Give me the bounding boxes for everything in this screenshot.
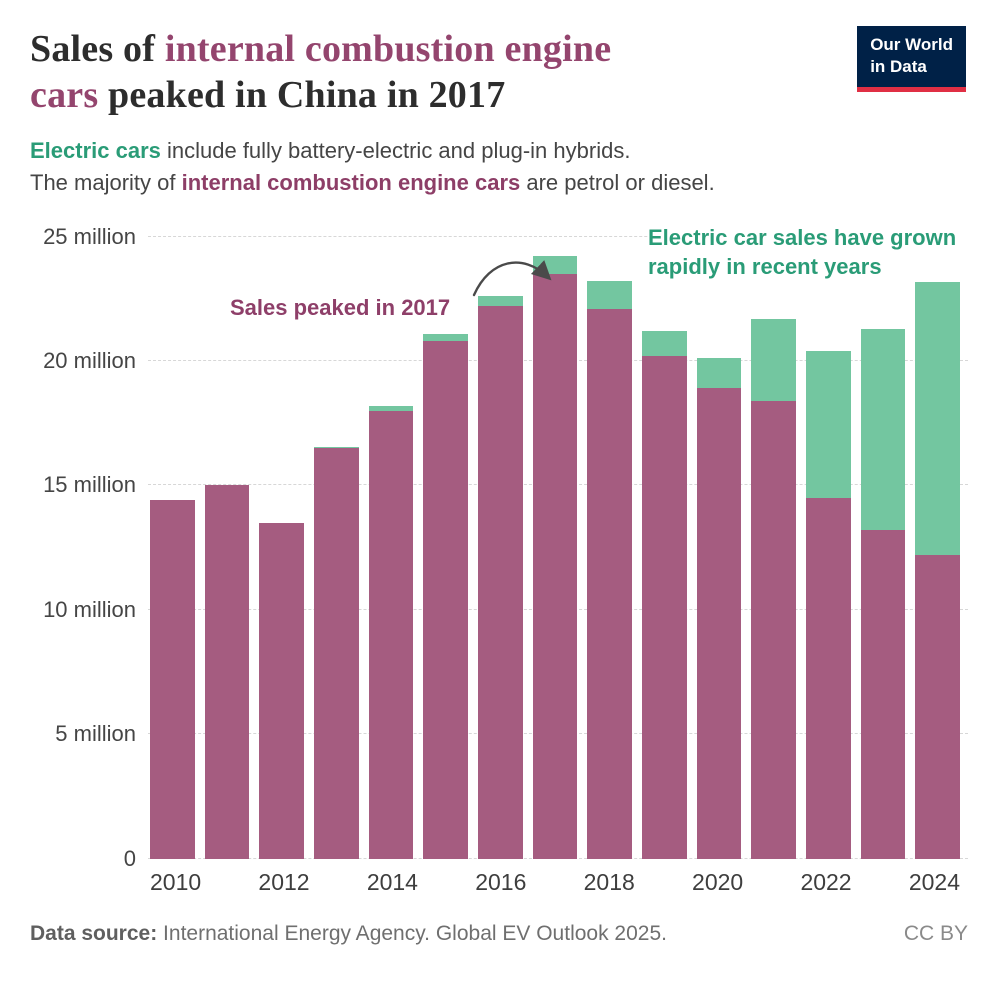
bar-2024[interactable]	[915, 237, 961, 859]
data-source-label: Data source:	[30, 921, 158, 945]
bar-2021[interactable]	[751, 237, 797, 859]
ice-segment	[204, 485, 250, 859]
bar-2011[interactable]	[204, 237, 250, 859]
chart-subtitle: Electric cars include fully battery-elec…	[30, 135, 850, 199]
ice-segment	[423, 341, 469, 859]
ice-segment	[751, 400, 797, 859]
ev-segment	[915, 268, 961, 555]
bar-2016[interactable]	[478, 237, 523, 859]
ev-segment	[696, 358, 742, 389]
ice-segment	[915, 554, 961, 859]
gridline-25	[148, 235, 968, 237]
x-axis-label-2014: 2014	[366, 868, 418, 895]
bar-2019[interactable]	[642, 237, 687, 859]
title-part1: Sales of	[30, 28, 165, 70]
x-axis-label-2021	[753, 869, 790, 896]
data-source: Data source: International Energy Agency…	[30, 922, 667, 946]
x-axis-label-2012: 2012	[258, 868, 310, 895]
x-axis-label-2022: 2022	[800, 868, 852, 895]
chart-area: 0 5 million 10 million 15 million 20 million…	[30, 222, 988, 896]
title-highlight-cars: cars	[30, 74, 99, 117]
bar-2017[interactable]	[532, 237, 578, 859]
x-axis-label-2017	[536, 869, 573, 896]
ice-segment	[806, 497, 851, 859]
ev-segment	[751, 318, 797, 401]
bar-2020[interactable]	[696, 237, 742, 859]
owid-logo-line2: in Data	[870, 57, 927, 77]
ev-segment	[806, 350, 851, 498]
x-axis-label-2013	[320, 869, 357, 896]
x-axis: 2010 2012 2014 2016 2018 2020 2022 2024	[150, 859, 960, 896]
x-axis-label-2011	[211, 869, 248, 896]
plot-area: 0 5 million 10 million 15 million 20 million…	[30, 222, 988, 871]
bar-2014[interactable]	[368, 237, 414, 859]
bars-layer	[150, 237, 961, 859]
bar-2018[interactable]	[587, 237, 633, 859]
ice-segment	[696, 388, 742, 859]
ice-segment	[532, 273, 578, 859]
ice-segment	[314, 447, 359, 859]
curved-arrow-icon	[472, 259, 552, 296]
x-axis-label-2023	[862, 869, 899, 896]
subtitle-ice-highlight: internal combustion engine cars	[181, 169, 521, 195]
ice-segment	[587, 308, 633, 859]
ice-segment	[478, 306, 523, 859]
subtitle-line1-rest: include fully battery-electric and plug-…	[160, 137, 631, 163]
subtitle-line2-suffix: are petrol or diesel.	[520, 169, 715, 195]
ice-segment	[368, 410, 414, 859]
ice-segment	[259, 522, 305, 859]
page-title: Sales of internal combustion engine cars …	[30, 26, 830, 119]
annotation-ev-line2: rapidly in recent years	[648, 254, 882, 280]
y-axis-tick-label: 5 million	[55, 721, 136, 747]
x-axis-label-2020: 2020	[692, 868, 744, 895]
ev-segment	[368, 405, 414, 411]
subtitle-electric-cars-highlight: Electric cars	[30, 137, 161, 163]
ice-segment	[150, 500, 195, 859]
ev-segment	[314, 446, 359, 448]
x-axis-label-2015	[428, 869, 465, 896]
annotation-ev-line1: Electric car sales have grown	[648, 224, 957, 250]
y-axis-tick-label: 25 million	[43, 223, 136, 249]
ev-segment	[860, 328, 906, 531]
data-source-text: International Energy Agency. Global EV O…	[157, 921, 667, 945]
x-axis-label-2016: 2016	[475, 868, 527, 895]
y-axis-tick-label: 15 million	[43, 472, 136, 498]
bar-2015[interactable]	[423, 237, 469, 859]
header: Sales of internal combustion engine cars …	[30, 26, 968, 199]
y-axis-tick-label: 10 million	[43, 596, 136, 622]
ev-segment	[587, 281, 633, 309]
annotation-ev-growth: Electric car sales have grown rapidly in …	[648, 222, 988, 282]
x-axis-label-2024: 2024	[908, 868, 961, 895]
bar-2022[interactable]	[806, 237, 851, 859]
bar-2013[interactable]	[314, 237, 359, 859]
license-badge[interactable]: CC BY	[903, 921, 968, 945]
title-highlight-ice: internal combustion engine	[164, 28, 612, 70]
ice-segment	[860, 530, 906, 859]
ev-segment	[478, 296, 523, 307]
x-axis-label-2019	[645, 869, 682, 896]
y-axis-tick-label: 0	[123, 845, 136, 871]
bar-2012[interactable]	[259, 237, 305, 859]
y-axis-tick-label: 20 million	[43, 347, 136, 373]
ev-segment	[423, 333, 469, 341]
ice-segment	[642, 355, 687, 859]
subtitle-line2-prefix: The majority of	[30, 169, 182, 195]
annotation-peak: Sales peaked in 2017	[230, 294, 451, 320]
owid-logo-line1: Our World	[870, 35, 953, 54]
footer: Data source: International Energy Agency…	[30, 922, 968, 946]
x-axis-label-2010: 2010	[150, 868, 202, 895]
title-part2: peaked in China in 2017	[98, 74, 506, 117]
ev-segment	[642, 331, 687, 356]
x-axis-label-2018: 2018	[583, 868, 635, 895]
owid-logo: Our World in Data	[857, 26, 966, 93]
bar-2023[interactable]	[860, 237, 906, 859]
bar-2010[interactable]	[150, 237, 195, 859]
